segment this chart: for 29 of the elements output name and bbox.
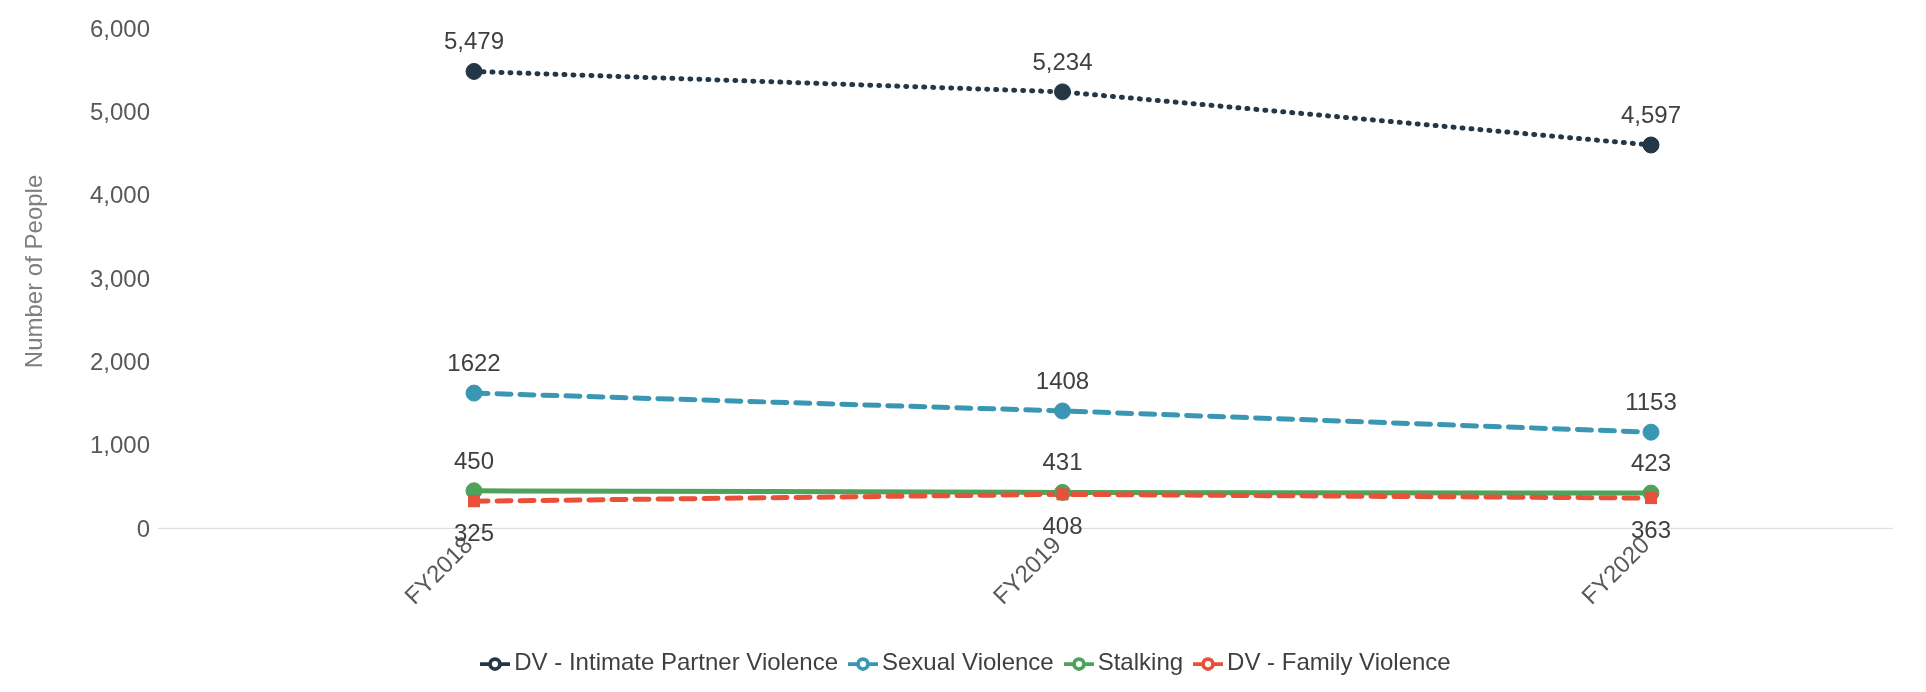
data-label: 4,597 [1620,101,1682,128]
legend-label: DV - Family Violence [1227,648,1451,676]
point [468,495,480,508]
y-tick-label: 1,000 [89,431,150,459]
y-tick-label: 4,000 [89,181,150,209]
point [1054,83,1071,101]
data-label: 1153 [1625,388,1677,416]
y-tick-label: 2,000 [89,348,150,376]
y-tick-label: 0 [136,514,150,542]
point [1642,136,1660,154]
data-label: 5,479 [443,27,505,55]
y-tick-label: 6,000 [89,14,150,42]
y-axis-title: Number of People [19,174,47,369]
data-label: 1408 [1035,366,1090,394]
legend-label: DV - Intimate Partner Violence [514,648,838,676]
legend-label: Sexual Violence [882,648,1054,676]
data-label: 450 [453,446,495,474]
y-tick-label: 5,000 [89,97,150,125]
data-label: 431 [1042,448,1083,476]
point [1645,492,1657,505]
data-label: 423 [1630,449,1672,477]
data-label: 5,234 [1032,47,1093,75]
point [465,384,483,402]
data-label: 1622 [447,349,501,377]
point [465,62,483,80]
point [1054,402,1071,420]
point [1642,423,1660,441]
y-tick-label: 3,000 [89,264,150,292]
legend-label: Stalking [1097,648,1184,676]
